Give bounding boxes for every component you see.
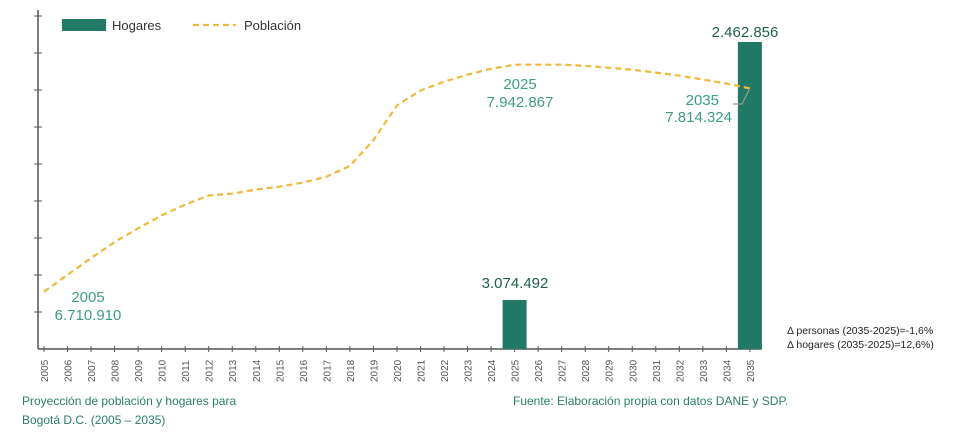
legend-hogares: Hogares [112, 18, 162, 33]
note-delta-personas: Δ personas (2035-2025)=-1,6% [787, 325, 933, 337]
x-tick-label: 2017 [322, 359, 333, 382]
legend-poblacion: Población [244, 18, 301, 33]
axes [34, 10, 762, 352]
x-tick-labels: 2005 2006 2007 2008 2009 2010 2011 2012 2013 2014… [40, 359, 757, 382]
x-tick-label: 2029 [605, 359, 616, 382]
x-tick-label: 2016 [299, 359, 310, 382]
x-tick-label: 2015 [275, 359, 286, 382]
x-tick-label: 2005 [40, 359, 51, 382]
x-tick-label: 2018 [346, 359, 357, 382]
x-tick-label: 2030 [628, 359, 639, 382]
x-tick-label: 2031 [652, 359, 663, 382]
x-tick-label: 2032 [675, 359, 686, 382]
x-tick-label: 2025 [511, 359, 522, 382]
annotation-2025-year: 2025 [503, 76, 536, 93]
poblacion-line [43, 63, 751, 293]
note-delta-hogares: Δ hogares (2035-2025)=12,6%) [787, 339, 934, 351]
x-tick-label: 2023 [464, 359, 475, 382]
x-tick-label: 2020 [393, 359, 404, 382]
source: Fuente: Elaboración propia con datos DAN… [513, 394, 788, 408]
x-tick-label: 2021 [416, 359, 427, 382]
annotation-2025-value: 7.942.867 [487, 94, 554, 111]
caption-line2: Bogotá D.C. (2005 – 2035) [22, 413, 165, 427]
x-tick-label: 2009 [134, 359, 145, 382]
bar-hogares-2035 [737, 42, 762, 349]
legend-hogares-swatch [62, 19, 106, 31]
bar-label-2025: 3.074.492 [482, 275, 549, 292]
x-tick-label: 2006 [64, 359, 75, 382]
x-tick-label: 2011 [181, 360, 192, 382]
caption-line1: Proyección de población y hogares para [22, 394, 236, 408]
x-tick-label: 2010 [158, 359, 169, 382]
bars [502, 42, 762, 349]
x-tick-label: 2033 [699, 359, 710, 382]
x-tick-label: 2019 [369, 359, 380, 382]
x-tick-label: 2026 [534, 359, 545, 382]
x-tick-label: 2007 [87, 359, 98, 382]
bar-hogares-2025 [502, 300, 527, 349]
annotation-2035-value: 7.814.324 [665, 109, 732, 126]
x-tick-label: 2022 [440, 359, 451, 382]
x-tick-label: 2028 [581, 359, 592, 382]
x-tick-label: 2027 [558, 359, 569, 382]
x-tick-label: 2012 [205, 359, 216, 382]
annotation-2005-year: 2005 [71, 289, 104, 306]
x-tick-label: 2014 [252, 359, 263, 382]
x-tick-label: 2035 [746, 359, 757, 382]
x-tick-label: 2008 [111, 359, 122, 382]
x-tick-label: 2024 [487, 359, 498, 382]
x-tick-label: 2013 [228, 359, 239, 382]
annotation-2035-leader [733, 87, 751, 105]
annotation-2035-year: 2035 [686, 92, 719, 109]
x-tick-label: 2034 [722, 359, 733, 382]
annotation-2005-value: 6.710.910 [55, 307, 122, 324]
bar-label-2035: 2.462.856 [712, 24, 779, 41]
